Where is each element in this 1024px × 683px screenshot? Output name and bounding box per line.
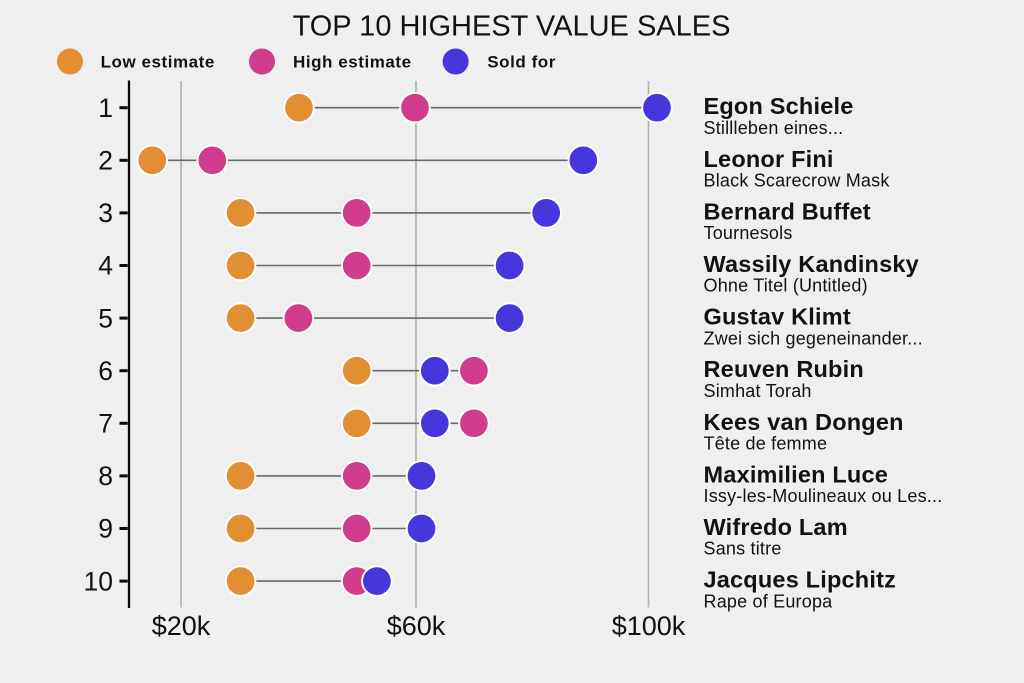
svg-text:Egon Schiele: Egon Schiele — [704, 93, 854, 119]
svg-text:Low estimate: Low estimate — [101, 53, 215, 72]
svg-text:Reuven Rubin: Reuven Rubin — [704, 356, 864, 382]
svg-text:Wifredo Lam: Wifredo Lam — [704, 514, 848, 540]
svg-text:9: 9 — [98, 514, 113, 544]
svg-text:Rape of Europa: Rape of Europa — [704, 591, 834, 611]
svg-text:Jacques Lipchitz: Jacques Lipchitz — [704, 567, 897, 593]
svg-text:2: 2 — [98, 146, 113, 176]
svg-text:4: 4 — [98, 251, 113, 281]
svg-text:Zwei sich gegeneinander...: Zwei sich gegeneinander... — [704, 328, 923, 348]
svg-text:High estimate: High estimate — [293, 53, 412, 72]
svg-text:Black Scarecrow Mask: Black Scarecrow Mask — [704, 171, 891, 191]
svg-text:8: 8 — [98, 461, 113, 491]
svg-text:1: 1 — [98, 93, 113, 123]
svg-text:Gustav Klimt: Gustav Klimt — [704, 304, 851, 330]
svg-text:Sold for: Sold for — [487, 53, 556, 72]
svg-text:Tête de femme: Tête de femme — [704, 434, 828, 454]
svg-text:Stillleben eines...: Stillleben eines... — [704, 118, 844, 138]
svg-text:7: 7 — [98, 409, 113, 439]
svg-text:Issy-les-Moulineaux ou Les...: Issy-les-Moulineaux ou Les... — [704, 486, 943, 506]
svg-text:5: 5 — [98, 303, 113, 333]
svg-text:3: 3 — [98, 198, 113, 228]
svg-text:$60k: $60k — [387, 611, 446, 641]
svg-text:Tournesols: Tournesols — [704, 223, 793, 243]
svg-text:10: 10 — [84, 566, 113, 596]
svg-text:Kees van Dongen: Kees van Dongen — [704, 409, 904, 435]
svg-text:6: 6 — [98, 356, 113, 386]
svg-text:$20k: $20k — [152, 611, 211, 641]
svg-text:Maximilien Luce: Maximilien Luce — [704, 461, 889, 487]
svg-text:Simhat Torah: Simhat Torah — [704, 381, 812, 401]
svg-text:Sans titre: Sans titre — [704, 539, 782, 559]
svg-text:Bernard Buffet: Bernard Buffet — [704, 198, 871, 224]
svg-text:Ohne Titel (Untitled): Ohne Titel (Untitled) — [704, 276, 868, 296]
svg-text:TOP 10 HIGHEST VALUE SALES: TOP 10 HIGHEST VALUE SALES — [293, 10, 731, 42]
svg-text:Leonor Fini: Leonor Fini — [704, 146, 834, 172]
svg-text:Wassily Kandinsky: Wassily Kandinsky — [704, 251, 919, 277]
svg-text:$100k: $100k — [612, 611, 686, 641]
